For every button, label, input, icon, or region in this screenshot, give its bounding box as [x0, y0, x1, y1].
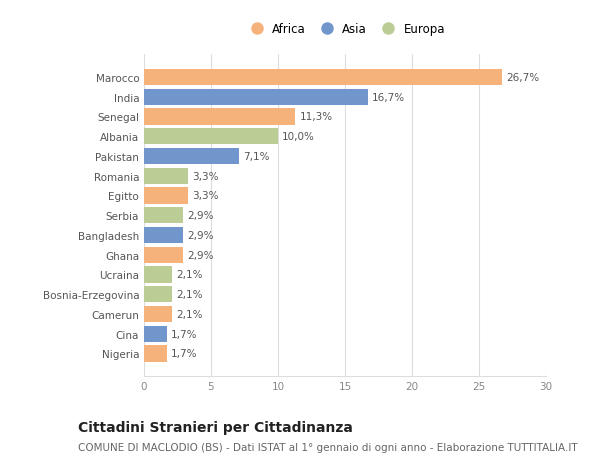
Bar — [144, 306, 172, 322]
Text: Cittadini Stranieri per Cittadinanza: Cittadini Stranieri per Cittadinanza — [78, 420, 353, 434]
Text: 3,3%: 3,3% — [192, 171, 219, 181]
Text: 2,9%: 2,9% — [187, 250, 214, 260]
Text: 16,7%: 16,7% — [372, 92, 405, 102]
Text: 2,1%: 2,1% — [176, 270, 203, 280]
Bar — [144, 227, 183, 244]
Bar — [144, 207, 183, 224]
Bar — [144, 326, 167, 342]
Text: 11,3%: 11,3% — [299, 112, 332, 122]
Text: 1,7%: 1,7% — [171, 349, 197, 358]
Text: 2,1%: 2,1% — [176, 290, 203, 300]
Text: 10,0%: 10,0% — [282, 132, 315, 142]
Bar — [144, 129, 278, 145]
Text: 7,1%: 7,1% — [243, 151, 269, 162]
Text: 2,9%: 2,9% — [187, 230, 214, 241]
Bar — [144, 109, 295, 125]
Text: 26,7%: 26,7% — [506, 73, 539, 83]
Bar — [144, 90, 368, 106]
Text: 3,3%: 3,3% — [192, 191, 219, 201]
Bar — [144, 149, 239, 165]
Bar — [144, 247, 183, 263]
Text: 1,7%: 1,7% — [171, 329, 197, 339]
Text: 2,1%: 2,1% — [176, 309, 203, 319]
Bar — [144, 188, 188, 204]
Bar — [144, 346, 167, 362]
Bar — [144, 267, 172, 283]
Bar — [144, 286, 172, 302]
Bar — [144, 168, 188, 185]
Text: COMUNE DI MACLODIO (BS) - Dati ISTAT al 1° gennaio di ogni anno - Elaborazione T: COMUNE DI MACLODIO (BS) - Dati ISTAT al … — [78, 442, 578, 452]
Text: 2,9%: 2,9% — [187, 211, 214, 221]
Bar — [144, 70, 502, 86]
Legend: Africa, Asia, Europa: Africa, Asia, Europa — [241, 19, 449, 39]
